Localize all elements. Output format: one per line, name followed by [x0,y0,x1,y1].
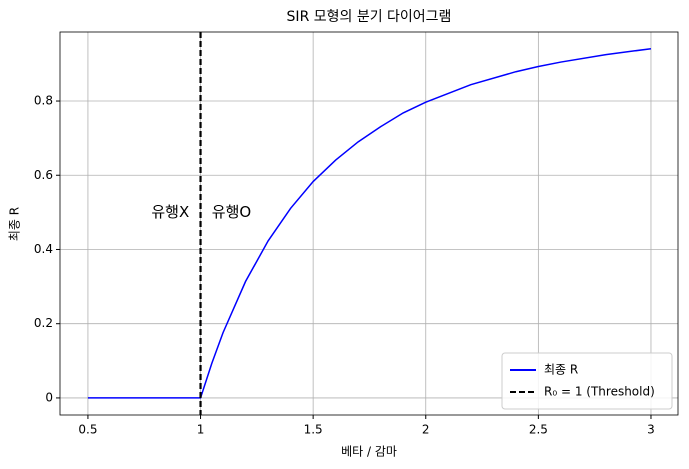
y-tick-label: 0.6 [34,168,53,182]
plot-frame [59,31,679,416]
legend: 최종 R R₀ = 1 (Threshold) [501,352,673,410]
y-tick-label: 0.4 [34,242,53,256]
annotation: 유행X [151,203,189,221]
y-tick-label: 0.2 [34,316,53,330]
y-tick-label: 0.8 [34,94,53,108]
y-axis-label: 최종 R [8,207,22,241]
legend-box [501,352,673,410]
x-tick-label: 1 [197,423,205,437]
y-tick-label: 0 [45,390,53,404]
line [87,47,652,399]
legend-label: R₀ = 1 (Threshold) [544,385,655,399]
x-tick-label: 2.5 [529,423,548,437]
chart-title: SIR 모형의 분기 다이어그램 [287,9,452,25]
legend-label: 최종 R [544,363,578,377]
x-tick-label: 3 [647,423,655,437]
x-axis-label: 베타 / 감마 [341,445,397,459]
annotation: 유행O [212,203,251,221]
x-tick-label: 0.5 [78,423,97,437]
x-tick-label: 2 [422,423,430,437]
x-tick-label: 1.5 [304,423,323,437]
